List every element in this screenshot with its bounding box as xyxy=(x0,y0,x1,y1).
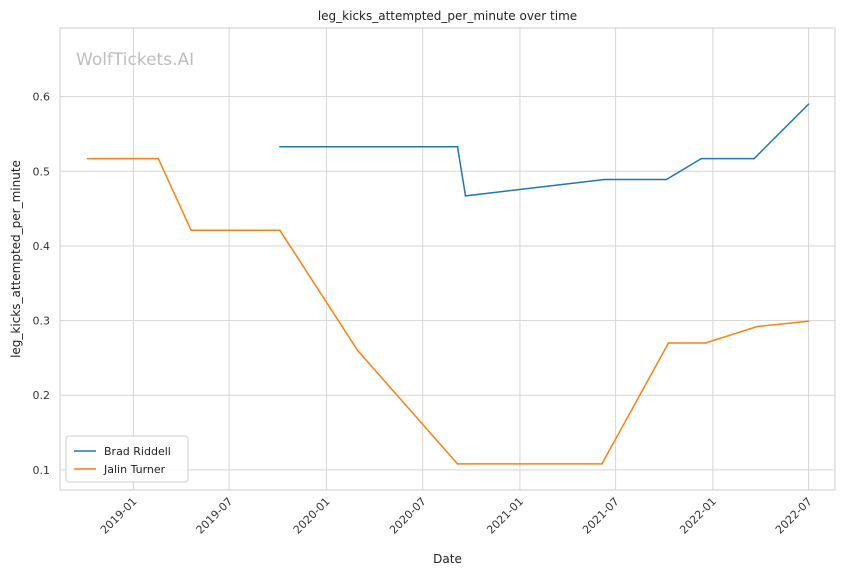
y-tick-label: 0.1 xyxy=(33,464,51,477)
x-tick-label: 2022-01 xyxy=(677,495,719,537)
legend-box xyxy=(65,435,189,483)
data-point xyxy=(86,157,89,160)
y-tick-label: 0.6 xyxy=(33,91,51,104)
legend-label: Jalin Turner xyxy=(103,463,166,476)
data-point xyxy=(667,342,670,344)
plot-area xyxy=(60,28,835,490)
x-tick-label: 2019-01 xyxy=(98,495,140,537)
data-point xyxy=(464,195,467,197)
legend-items: Brad Riddell Jalin Turner xyxy=(74,445,171,476)
data-point xyxy=(756,325,759,328)
x-axis-label: Date xyxy=(433,552,462,566)
y-tick-label: 0.3 xyxy=(33,315,51,328)
data-point xyxy=(603,178,606,181)
x-tick-label: 2021-07 xyxy=(580,495,622,537)
data-point xyxy=(356,349,359,352)
data-point xyxy=(279,145,281,148)
series-line-0 xyxy=(279,103,810,197)
data-point xyxy=(157,157,160,160)
x-tick-label: 2019-07 xyxy=(194,495,236,537)
data-point xyxy=(456,145,459,148)
data-point xyxy=(807,103,810,105)
x-tick-label: 2022-07 xyxy=(773,495,815,537)
data-point xyxy=(704,342,707,344)
x-tick-label: 2020-07 xyxy=(387,495,429,537)
y-axis-label: leg_kicks_attempted_per_minute xyxy=(9,160,23,358)
x-tick-label: 2021-01 xyxy=(484,495,526,537)
data-point xyxy=(601,463,603,465)
plot-frame xyxy=(59,27,836,491)
x-tick-label: 2020-01 xyxy=(291,495,333,537)
chart-title: leg_kicks_attempted_per_minute over time xyxy=(318,9,577,23)
data-point xyxy=(456,463,459,465)
y-tick-label: 0.2 xyxy=(33,389,51,402)
watermark: WolfTickets.AI xyxy=(76,50,194,70)
legend-label: Brad Riddell xyxy=(104,445,171,458)
y-tick-label: 0.4 xyxy=(33,240,51,253)
y-tick-label: 0.5 xyxy=(33,165,51,178)
data-point xyxy=(190,229,192,232)
series-lines xyxy=(86,103,810,465)
data-point xyxy=(665,178,668,181)
data-point xyxy=(807,320,810,323)
legend: Brad Riddell Jalin Turner xyxy=(65,435,189,483)
data-point xyxy=(279,229,281,232)
data-point xyxy=(700,157,703,160)
data-point xyxy=(753,157,755,160)
grid xyxy=(60,28,835,490)
